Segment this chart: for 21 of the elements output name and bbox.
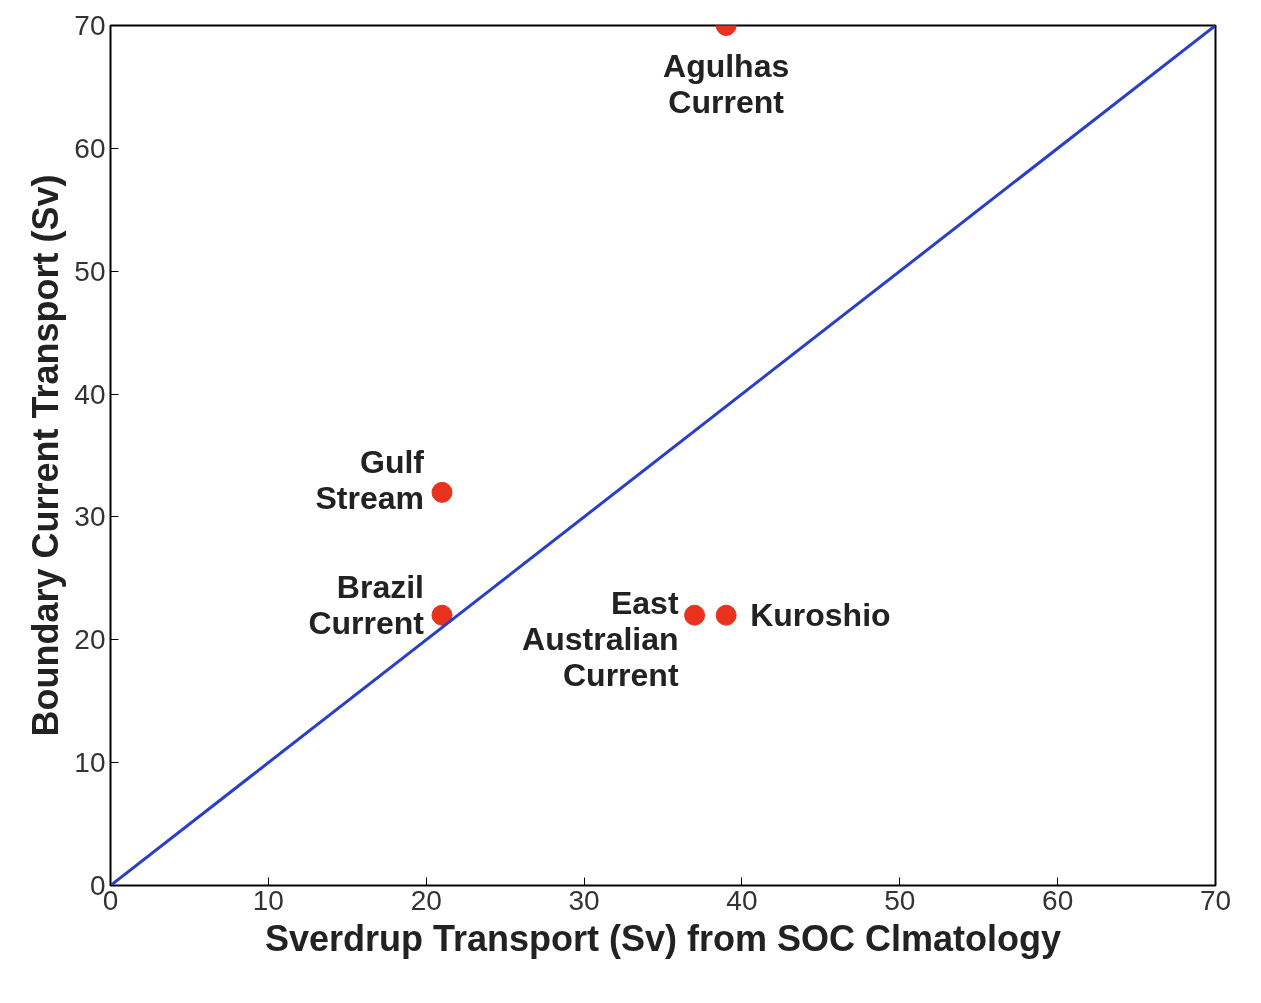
y-tick-label: 70 — [74, 10, 106, 41]
x-tick-label: 50 — [884, 884, 916, 916]
x-tick-label: 20 — [410, 884, 442, 916]
y-tick-label: 10 — [74, 747, 106, 779]
y-tick-label: 50 — [74, 255, 106, 287]
annotation: Brazil Current — [308, 569, 425, 642]
y-tick-label: 20 — [74, 624, 106, 656]
x-tick-label: 10 — [252, 884, 284, 916]
annotation: Gulf Stream — [315, 444, 425, 517]
x-axis-title: Sverdrup Transport (Sv) from SOC Clmatology — [264, 917, 1062, 959]
annotation: East Australian Current — [522, 585, 679, 694]
y-tick-label: 40 — [74, 378, 106, 410]
annotation: Agulhas Current — [663, 47, 790, 120]
y-tick-label: 60 — [74, 132, 106, 164]
annotation: Kuroshio — [750, 597, 891, 634]
x-tick-label: 30 — [568, 884, 600, 916]
x-tick-label: 60 — [1042, 884, 1074, 916]
y-axis-title: Boundary Current Transport (Sv) — [25, 174, 67, 737]
x-tick-label: 40 — [726, 884, 758, 916]
x-tick-label: 70 — [1199, 884, 1232, 916]
y-tick-label: 30 — [74, 501, 106, 533]
